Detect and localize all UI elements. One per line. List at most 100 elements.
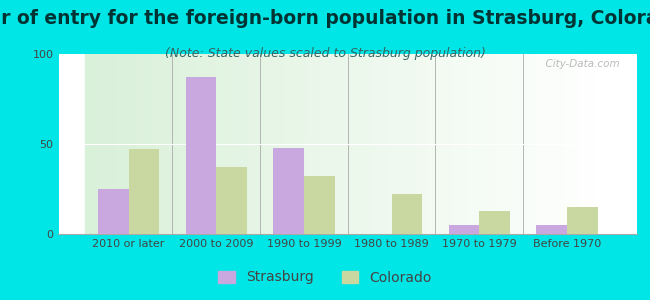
Bar bbox=[437, 45, 443, 234]
Bar bbox=[391, 194, 423, 234]
Bar bbox=[569, 45, 574, 234]
Bar bbox=[106, 45, 111, 234]
Bar bbox=[186, 77, 216, 234]
Text: City-Data.com: City-Data.com bbox=[539, 59, 619, 69]
Bar bbox=[153, 45, 159, 234]
Bar bbox=[222, 45, 227, 234]
Bar bbox=[369, 45, 374, 234]
Bar bbox=[159, 45, 164, 234]
Bar bbox=[532, 45, 537, 234]
Bar bbox=[348, 45, 353, 234]
Bar bbox=[432, 45, 437, 234]
Bar bbox=[132, 45, 137, 234]
Bar bbox=[363, 45, 369, 234]
Bar bbox=[90, 45, 96, 234]
Bar bbox=[273, 148, 304, 234]
Bar bbox=[122, 45, 127, 234]
Bar bbox=[400, 45, 406, 234]
Bar bbox=[495, 45, 500, 234]
Bar bbox=[395, 45, 400, 234]
Bar bbox=[536, 225, 567, 234]
Bar bbox=[242, 45, 248, 234]
Bar bbox=[179, 45, 185, 234]
Bar bbox=[216, 45, 222, 234]
Bar bbox=[127, 45, 132, 234]
Bar bbox=[374, 45, 380, 234]
Bar bbox=[142, 45, 148, 234]
Bar bbox=[506, 45, 511, 234]
Bar bbox=[264, 45, 269, 234]
Bar bbox=[469, 45, 474, 234]
Bar bbox=[542, 45, 547, 234]
Bar bbox=[237, 45, 242, 234]
Bar bbox=[290, 45, 295, 234]
Bar bbox=[448, 45, 453, 234]
Bar bbox=[137, 45, 142, 234]
Bar bbox=[448, 225, 479, 234]
Text: (Note: State values scaled to Strasburg population): (Note: State values scaled to Strasburg … bbox=[164, 46, 486, 59]
Bar bbox=[511, 45, 516, 234]
Bar bbox=[358, 45, 363, 234]
Bar bbox=[574, 45, 579, 234]
Bar bbox=[380, 45, 385, 234]
Bar bbox=[385, 45, 390, 234]
Bar bbox=[479, 211, 510, 234]
Bar bbox=[463, 45, 469, 234]
Bar bbox=[200, 45, 206, 234]
Bar bbox=[406, 45, 411, 234]
Bar bbox=[253, 45, 258, 234]
Bar bbox=[322, 45, 327, 234]
Bar bbox=[579, 45, 584, 234]
Bar bbox=[304, 176, 335, 234]
Bar bbox=[564, 45, 569, 234]
Bar bbox=[343, 45, 348, 234]
Bar bbox=[567, 207, 597, 234]
Bar bbox=[474, 45, 479, 234]
Bar bbox=[295, 45, 300, 234]
Bar bbox=[306, 45, 311, 234]
Bar bbox=[332, 45, 337, 234]
Bar bbox=[111, 45, 116, 234]
Legend: Strasburg, Colorado: Strasburg, Colorado bbox=[213, 265, 437, 290]
Bar bbox=[327, 45, 332, 234]
Bar bbox=[453, 45, 458, 234]
Bar bbox=[169, 45, 174, 234]
Bar bbox=[269, 45, 274, 234]
Bar bbox=[337, 45, 343, 234]
Bar bbox=[185, 45, 190, 234]
Bar bbox=[258, 45, 264, 234]
Bar bbox=[227, 45, 232, 234]
Bar bbox=[316, 45, 322, 234]
Bar bbox=[390, 45, 395, 234]
Bar bbox=[605, 45, 611, 234]
Bar bbox=[479, 45, 484, 234]
Bar bbox=[216, 167, 247, 234]
Bar bbox=[206, 45, 211, 234]
Bar bbox=[96, 45, 101, 234]
Bar bbox=[416, 45, 421, 234]
Bar bbox=[116, 45, 122, 234]
Bar bbox=[353, 45, 358, 234]
Bar bbox=[232, 45, 237, 234]
Bar bbox=[411, 45, 416, 234]
Bar bbox=[590, 45, 595, 234]
Bar bbox=[98, 189, 129, 234]
Bar bbox=[421, 45, 426, 234]
Bar bbox=[526, 45, 532, 234]
Bar bbox=[211, 45, 216, 234]
Bar bbox=[164, 45, 169, 234]
Bar bbox=[516, 45, 521, 234]
Bar bbox=[311, 45, 316, 234]
Bar bbox=[174, 45, 179, 234]
Bar bbox=[195, 45, 200, 234]
Bar bbox=[600, 45, 605, 234]
Bar bbox=[553, 45, 558, 234]
Bar bbox=[558, 45, 564, 234]
Bar bbox=[300, 45, 306, 234]
Bar bbox=[521, 45, 527, 234]
Bar bbox=[84, 45, 90, 234]
Bar bbox=[484, 45, 489, 234]
Bar bbox=[426, 45, 432, 234]
Bar bbox=[489, 45, 495, 234]
Text: Year of entry for the foreign-born population in Strasburg, Colorado: Year of entry for the foreign-born popul… bbox=[0, 9, 650, 28]
